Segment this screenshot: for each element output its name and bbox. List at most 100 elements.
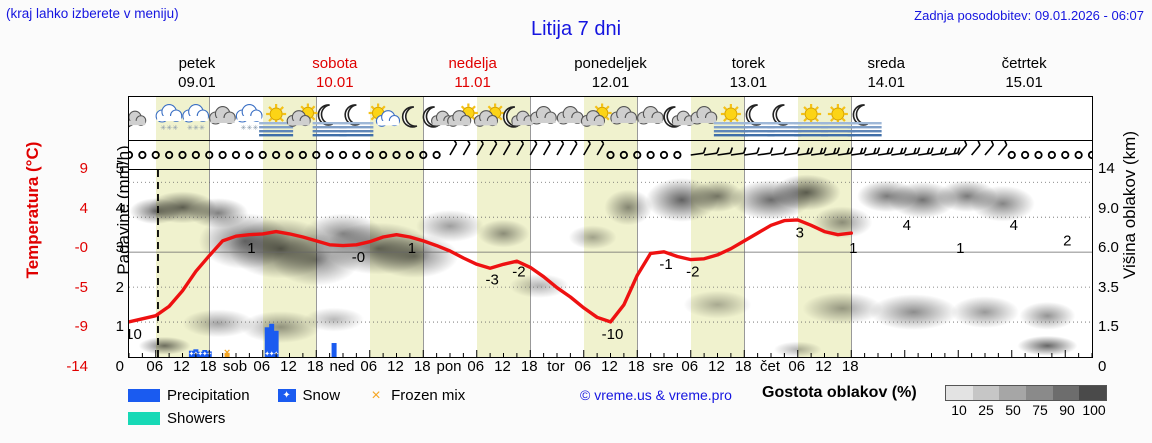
temperature-point-label: 1 bbox=[849, 240, 857, 257]
cloud-density-label-2: 50 bbox=[1005, 402, 1021, 418]
svg-text:✳: ✳ bbox=[172, 124, 178, 132]
wind-calm-icon bbox=[231, 150, 241, 160]
x-axis-label-9: 12 bbox=[387, 358, 404, 375]
day-separator-6 bbox=[744, 97, 746, 141]
wind-calm-icon bbox=[338, 150, 348, 160]
legend-showers-label: Showers bbox=[167, 410, 226, 427]
x-axis-label-19: sre bbox=[652, 358, 674, 375]
wind-calm-icon bbox=[178, 150, 187, 160]
wind-barb-icon bbox=[690, 147, 707, 156]
wind-barb-icon bbox=[717, 147, 734, 156]
wind-barb-icon bbox=[744, 147, 760, 156]
wind-barb-icon bbox=[797, 147, 814, 156]
wind-calm-icon bbox=[646, 150, 655, 160]
wind-calm-icon bbox=[138, 150, 147, 160]
svg-text:✳: ✳ bbox=[187, 124, 193, 132]
cloud-height-tick-0: 14 bbox=[1098, 160, 1115, 177]
wind-calm-icon bbox=[606, 150, 615, 160]
wind-calm-icon bbox=[619, 150, 628, 160]
wind-calm-icon bbox=[379, 150, 388, 160]
wind-barb-icon bbox=[851, 147, 867, 156]
legend-showers: Showers bbox=[128, 410, 225, 427]
cloud-height-tick-5: 0 bbox=[1098, 358, 1107, 375]
day-name: četrtek bbox=[1001, 55, 1047, 72]
page-title: Litija 7 dni bbox=[530, 18, 622, 40]
wind-barb-icon bbox=[837, 147, 854, 156]
cloud-density-label-1: 25 bbox=[978, 402, 994, 418]
day-name: sreda bbox=[867, 55, 905, 72]
x-axis-label-11: pon bbox=[436, 358, 462, 375]
day-shade-2 bbox=[369, 141, 424, 170]
wind-barb-icon bbox=[971, 141, 981, 156]
day-separator-5 bbox=[637, 170, 639, 357]
weather-icon-sun-haze bbox=[794, 104, 829, 137]
wind-barb-icon bbox=[877, 147, 894, 156]
wind-band-separator bbox=[129, 169, 1092, 170]
snow-star-icon: ✦ bbox=[282, 390, 291, 401]
wind-barb-icon bbox=[476, 141, 484, 156]
day-shade-4 bbox=[583, 141, 638, 170]
day-header-4: torek 13.01 bbox=[679, 54, 817, 94]
svg-text:✳: ✳ bbox=[193, 124, 199, 132]
precipitation-bar bbox=[264, 327, 270, 357]
x-axis-labels: 06 12 18 sob 06 12 18 ned 06 12 18 pon 06 12 18 tor 06 12… bbox=[128, 358, 1093, 378]
temperature-axis-ticks: 9 4 -0 -5 -9 -14 bbox=[40, 160, 88, 375]
temperature-tick-5: -14 bbox=[66, 358, 88, 375]
wind-calm-icon bbox=[218, 150, 227, 160]
precipitation-axis-ticks: 5 4 3 2 1 0 bbox=[96, 160, 124, 375]
wind-barb-icon bbox=[449, 141, 458, 156]
weather-icon-cloud bbox=[610, 106, 638, 125]
wind-calm-icon bbox=[1034, 150, 1043, 160]
precipitation-bar bbox=[197, 351, 203, 357]
weather-icon-sun-haze bbox=[713, 104, 748, 137]
location-menu-hint[interactable]: (kraj lahko izberete v meniju) bbox=[6, 6, 179, 21]
wind-calm-icon bbox=[365, 150, 374, 160]
cloud-density-cell-4 bbox=[1052, 386, 1080, 400]
day-header-2: nedelja 11.01 bbox=[404, 54, 542, 94]
svg-text:✳: ✳ bbox=[240, 124, 246, 132]
day-name: sobota bbox=[312, 55, 358, 72]
svg-text:✦: ✦ bbox=[269, 350, 275, 357]
cloud-density-label-3: 75 bbox=[1032, 402, 1048, 418]
x-axis-label-0: 06 bbox=[146, 358, 164, 375]
wind-barb-icon bbox=[904, 147, 921, 156]
temperature-tick-1: 4 bbox=[79, 199, 88, 217]
cloud-density-scale-labels: 10 25 50 75 90 100 bbox=[938, 402, 1118, 420]
wind-calm-icon bbox=[272, 150, 281, 160]
x-axis-label-12: 06 bbox=[467, 358, 485, 375]
cloud-height-tick-3: 3.5 bbox=[1098, 278, 1119, 296]
precipitation-bar bbox=[188, 350, 194, 357]
wind-calm-icon bbox=[191, 150, 200, 160]
day-header-row: petek 09.01 sobota 10.01 nedelja 11.01 ponedel… bbox=[128, 54, 1093, 94]
temperature-point-label: -3 bbox=[485, 271, 498, 288]
cloud-density-color-scale bbox=[945, 385, 1107, 401]
day-date: 14.01 bbox=[867, 74, 905, 91]
wind-calm-icon bbox=[245, 150, 254, 160]
copyright-label[interactable]: © vreme.us & vreme.pro bbox=[580, 387, 732, 403]
wind-calm-icon bbox=[298, 150, 307, 160]
weather-icon-sun-cloud bbox=[473, 103, 505, 127]
svg-text:✳: ✳ bbox=[160, 124, 166, 132]
legend-snow-label: Snow bbox=[302, 387, 341, 404]
last-update-label: Zadnja posodobitev: 09.01.2026 - 06:07 bbox=[914, 8, 1144, 23]
legend-frozen-mix: × Frozen mix bbox=[368, 387, 465, 405]
svg-text:✳: ✳ bbox=[246, 124, 252, 132]
x-axis-label-3: sob bbox=[222, 358, 248, 375]
wind-calm-icon bbox=[1047, 150, 1056, 160]
wind-barb-icon bbox=[891, 147, 907, 156]
wind-calm-icon bbox=[659, 150, 669, 160]
wind-calm-icon bbox=[325, 150, 334, 160]
x-axis-label-2: 18 bbox=[199, 358, 217, 375]
x-axis-label-16: 06 bbox=[574, 358, 592, 375]
wind-barb-icon bbox=[957, 141, 968, 156]
weather-icon-sun-cloud bbox=[447, 103, 478, 127]
day-separator-2 bbox=[316, 97, 318, 141]
day-separator-4 bbox=[530, 170, 532, 357]
x-axis-label-26: 18 bbox=[841, 358, 859, 375]
temperature-point-label: -2 bbox=[512, 264, 525, 281]
wind-barb-icon bbox=[502, 141, 511, 156]
wind-calm-icon bbox=[165, 150, 174, 160]
wind-calm-icon bbox=[432, 150, 441, 160]
svg-text:✳: ✳ bbox=[199, 124, 205, 132]
